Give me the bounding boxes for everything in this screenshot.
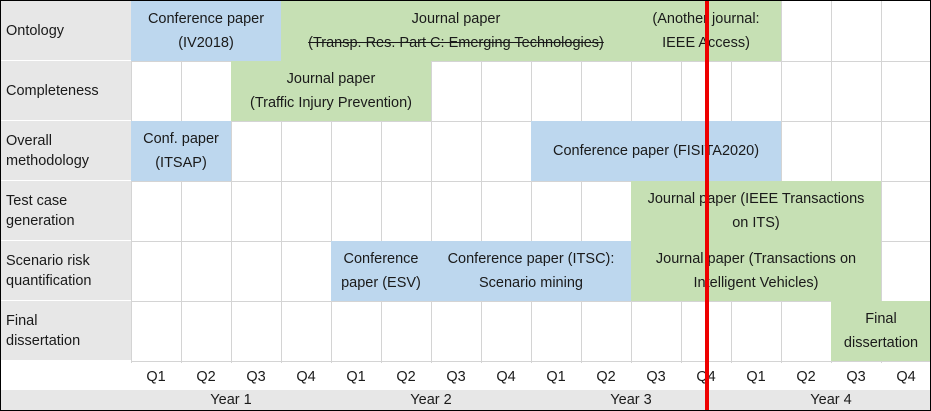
quarter-tick-label: Q4 xyxy=(896,368,916,385)
row-label-line: Ontology xyxy=(6,22,65,39)
grid-row-line xyxy=(131,181,930,182)
grid-column-line xyxy=(381,1,382,363)
quarter-tick-label: Q2 xyxy=(796,368,816,385)
grid-row-line xyxy=(131,61,930,62)
quarter-tick-label: Q2 xyxy=(196,368,216,385)
bar-label-line: Conference paper xyxy=(147,11,265,27)
quarter-tick-label: Q1 xyxy=(746,368,766,385)
bar-label-line: (Traffic Injury Prevention) xyxy=(250,95,412,111)
bar-label-line: (Transp. Res. Part C: Emerging Technolog… xyxy=(308,35,604,51)
quarter-tick-label: Q3 xyxy=(246,368,266,385)
row-label-line: Test case xyxy=(6,192,68,209)
row-label: Scenario risk quantification xyxy=(1,241,131,301)
row-label-line: dissertation xyxy=(6,332,81,349)
grid-column-line xyxy=(881,1,882,363)
grid-row-line xyxy=(131,301,930,302)
timeline-bar: Journal paper (Traffic Injury Prevention) xyxy=(231,61,431,121)
bar-label-line: Journal paper (Transactions on xyxy=(655,251,857,267)
row-label: Ontology xyxy=(1,1,131,61)
row-label: Completeness xyxy=(1,61,131,121)
quarter-tick-label: Q3 xyxy=(846,368,866,385)
grid-column-line xyxy=(331,1,332,363)
row-label-line: Scenario risk xyxy=(6,252,90,269)
bar-label-line: Intelligent Vehicles) xyxy=(693,275,819,291)
bar-label-line: Final xyxy=(865,311,897,327)
row-label-line: quantification xyxy=(6,272,92,289)
quarter-label-corner xyxy=(1,363,131,390)
quarter-tick-label: Q2 xyxy=(396,368,416,385)
timeline-bar: Conference paper (ITSC): Scenario mining xyxy=(431,241,631,301)
row-label-line: methodology xyxy=(6,152,90,169)
quarter-tick-label: Q3 xyxy=(646,368,666,385)
timeline-bar: Journal paper (Transp. Res. Part C: Emerg… xyxy=(281,1,631,61)
row-label-line: generation xyxy=(6,212,75,229)
bar-label-line: Conference xyxy=(343,251,419,267)
timeline-bar: Conference paper (FISITA2020) xyxy=(531,121,781,181)
year-tick-label: Year 1 xyxy=(131,390,331,410)
bar-label-line: dissertation xyxy=(843,335,919,351)
grid-column-line xyxy=(131,1,132,363)
timeline-bar: Conference paper (IV2018) xyxy=(131,1,281,61)
bar-label-line: Conference paper (FISITA2020) xyxy=(552,143,760,159)
quarter-tick-label: Q2 xyxy=(596,368,616,385)
timeline-bar: Journal paper (Transactions on Intelligen… xyxy=(631,241,881,301)
row-label-line: Completeness xyxy=(6,82,99,99)
quarter-tick-label: Q1 xyxy=(346,368,366,385)
grid-column-line xyxy=(281,1,282,363)
timeline-bar: Conf. paper (ITSAP) xyxy=(131,121,231,181)
grid-column-line xyxy=(531,1,532,363)
timeline-bar: Journal paper (IEEE Transactions on ITS) xyxy=(631,181,881,241)
row-label: Final dissertation xyxy=(1,301,131,361)
year-tick-label: Year 4 xyxy=(731,390,930,410)
row-label: Overall methodology xyxy=(1,121,131,181)
year-tick-label: Year 3 xyxy=(531,390,731,410)
bar-label-line: (IV2018) xyxy=(178,35,234,51)
grid-column-line xyxy=(181,1,182,363)
quarter-tick-label: Q4 xyxy=(296,368,316,385)
current-time-marker xyxy=(705,1,709,410)
row-label-line: Overall xyxy=(6,132,52,149)
grid-column-line xyxy=(481,1,482,363)
bar-label-line: Conference paper (ITSC): xyxy=(447,251,615,267)
bar-label-line: (ITSAP) xyxy=(155,155,207,171)
grid-row-line xyxy=(131,121,930,122)
year-tick-label: Year 2 xyxy=(331,390,531,410)
grid-column-line xyxy=(231,1,232,363)
row-label: Test case generation xyxy=(1,181,131,241)
bar-label-line: paper (ESV) xyxy=(341,275,421,291)
bar-label-line: Scenario mining xyxy=(479,275,583,291)
grid-column-line xyxy=(581,1,582,363)
quarter-tick-label: Q4 xyxy=(496,368,516,385)
quarter-tick-label: Q1 xyxy=(546,368,566,385)
bar-label-line: Journal paper xyxy=(286,71,376,87)
grid-row-line xyxy=(131,361,930,362)
grid-column-line xyxy=(431,1,432,363)
bar-label-line: Conf. paper xyxy=(143,131,219,147)
timeline-bar: Conference paper (ESV) xyxy=(331,241,431,301)
row-label-line: Final xyxy=(6,312,38,329)
quarter-tick-label: Q3 xyxy=(446,368,466,385)
timeline-bar: Final dissertation xyxy=(831,301,930,361)
bar-label-line: Journal paper (IEEE Transactions xyxy=(647,191,865,207)
quarter-tick-label: Q1 xyxy=(146,368,166,385)
bar-label-line: on ITS) xyxy=(732,215,780,231)
bar-label-line: Journal paper xyxy=(411,11,501,27)
